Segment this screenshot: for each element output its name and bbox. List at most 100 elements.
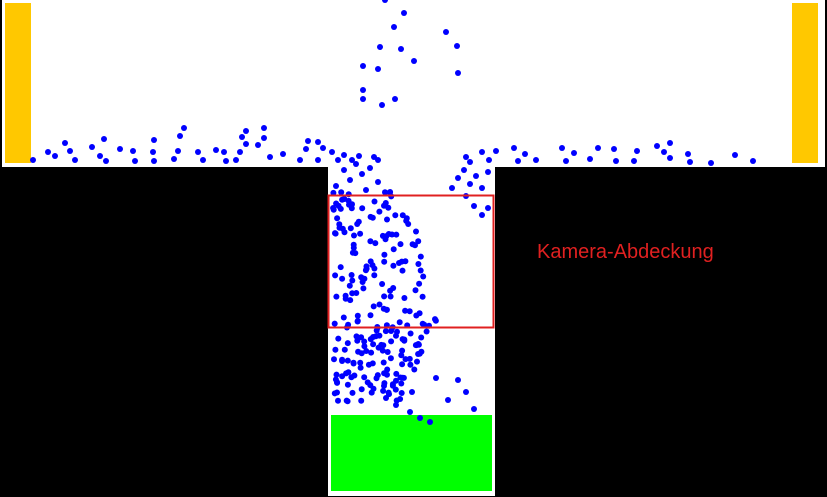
particle <box>379 347 386 354</box>
particle <box>130 148 136 154</box>
particle <box>634 148 640 154</box>
particle <box>101 136 107 142</box>
particle <box>631 158 637 164</box>
particle <box>341 346 348 353</box>
particle <box>406 308 413 315</box>
particle <box>237 149 243 155</box>
particle <box>354 318 361 325</box>
particle <box>613 158 619 164</box>
particle <box>388 338 395 345</box>
particle <box>654 143 660 149</box>
particle <box>415 238 422 245</box>
particle <box>420 273 427 280</box>
particle <box>661 149 667 155</box>
particle <box>390 262 397 269</box>
particle <box>353 290 360 296</box>
particle <box>332 346 339 353</box>
particle <box>443 29 449 35</box>
particle <box>331 356 337 363</box>
particle <box>315 157 321 163</box>
particle <box>335 157 341 163</box>
particle <box>367 213 374 220</box>
particle <box>375 157 381 163</box>
particle <box>347 177 353 183</box>
particle <box>348 205 355 212</box>
particle <box>357 359 364 366</box>
particle <box>261 125 267 131</box>
particle <box>195 149 201 155</box>
particle <box>358 334 365 341</box>
particle <box>732 152 738 158</box>
particle <box>348 272 355 278</box>
particle <box>685 151 691 157</box>
particle <box>394 328 400 335</box>
particle <box>387 355 394 362</box>
particle <box>335 335 342 342</box>
particle <box>397 396 404 402</box>
particle <box>334 215 341 222</box>
particle <box>297 157 303 163</box>
particle <box>360 87 366 93</box>
particle <box>399 267 406 274</box>
particle <box>30 157 36 163</box>
particle <box>303 146 309 152</box>
particle <box>351 372 358 379</box>
particle <box>376 208 383 215</box>
particle <box>363 348 370 354</box>
particle <box>361 343 368 350</box>
particle <box>368 389 375 396</box>
particle <box>349 157 355 163</box>
particle <box>370 303 377 310</box>
particle <box>708 160 714 166</box>
particle <box>333 371 340 378</box>
particle <box>343 397 350 404</box>
particle <box>352 250 359 257</box>
particles-group <box>30 0 756 425</box>
particle <box>369 262 376 269</box>
particle <box>412 287 419 294</box>
particle <box>405 221 412 227</box>
particle <box>416 310 423 317</box>
particle <box>445 397 451 403</box>
particle <box>417 253 424 260</box>
particle <box>340 314 347 321</box>
particle <box>392 212 399 219</box>
particle <box>411 366 418 373</box>
particle <box>393 377 399 384</box>
particle <box>401 295 408 301</box>
particle <box>384 366 391 373</box>
particle <box>329 149 335 155</box>
particle <box>243 128 249 134</box>
particle <box>473 173 479 179</box>
camera-cover-label: Kamera-Abdeckung <box>537 241 714 263</box>
particle <box>385 389 392 396</box>
particle <box>371 198 378 205</box>
particle <box>367 238 374 245</box>
particle <box>403 215 410 222</box>
particle <box>349 389 356 396</box>
particle <box>479 212 485 218</box>
particle <box>417 267 424 274</box>
particle <box>393 402 399 408</box>
particle <box>372 240 379 247</box>
particle <box>411 58 417 64</box>
particle <box>398 352 405 359</box>
particle <box>97 153 103 159</box>
particle <box>382 0 388 3</box>
particle <box>339 358 346 364</box>
particle <box>419 320 426 327</box>
particle <box>350 359 357 366</box>
particle <box>181 125 187 131</box>
particle <box>413 228 419 235</box>
particle <box>393 370 400 377</box>
particle <box>385 231 392 237</box>
particle <box>393 231 400 238</box>
particle <box>358 350 365 357</box>
particle <box>369 360 376 367</box>
particle <box>432 317 439 324</box>
particle <box>380 359 387 366</box>
particle <box>667 140 673 146</box>
particle <box>221 149 227 155</box>
camera-cover-box <box>327 194 495 329</box>
